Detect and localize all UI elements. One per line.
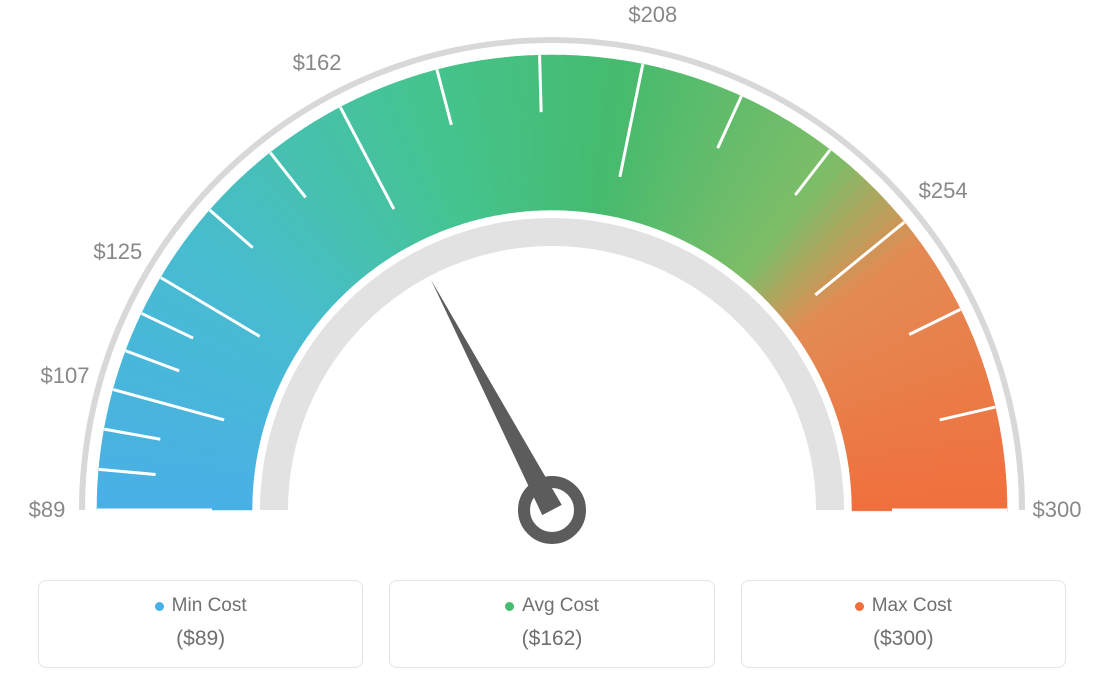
legend-min-value: ($89) [49, 627, 352, 651]
dot-icon [505, 602, 514, 611]
gauge-tick-label: $162 [293, 50, 342, 76]
dot-icon [155, 602, 164, 611]
gauge-tick-label: $107 [41, 363, 90, 389]
gauge-tick-label: $89 [29, 497, 66, 523]
legend-min-label-text: Min Cost [172, 595, 247, 617]
legend-max: Max Cost ($300) [741, 580, 1066, 668]
legend-min-label: Min Cost [155, 595, 247, 617]
legend-max-label-text: Max Cost [872, 595, 952, 617]
gauge-tick-label: $125 [93, 239, 142, 265]
legend-min: Min Cost ($89) [38, 580, 363, 668]
dot-icon [855, 602, 864, 611]
cost-gauge: $89 $107 $125 $162 $208 $254 $300 [0, 0, 1104, 560]
legend-avg-label-text: Avg Cost [522, 595, 599, 617]
gauge-tick-label: $254 [919, 178, 968, 204]
legend-avg: Avg Cost ($162) [389, 580, 714, 668]
gauge-tick-label: $300 [1033, 497, 1082, 523]
legend-avg-label: Avg Cost [505, 595, 599, 617]
legend-max-label: Max Cost [855, 595, 952, 617]
gauge-tick-label: $208 [628, 2, 677, 28]
legend-avg-value: ($162) [400, 627, 703, 651]
legend-row: Min Cost ($89) Avg Cost ($162) Max Cost … [38, 580, 1066, 668]
legend-max-value: ($300) [752, 627, 1055, 651]
gauge-svg [0, 0, 1104, 560]
